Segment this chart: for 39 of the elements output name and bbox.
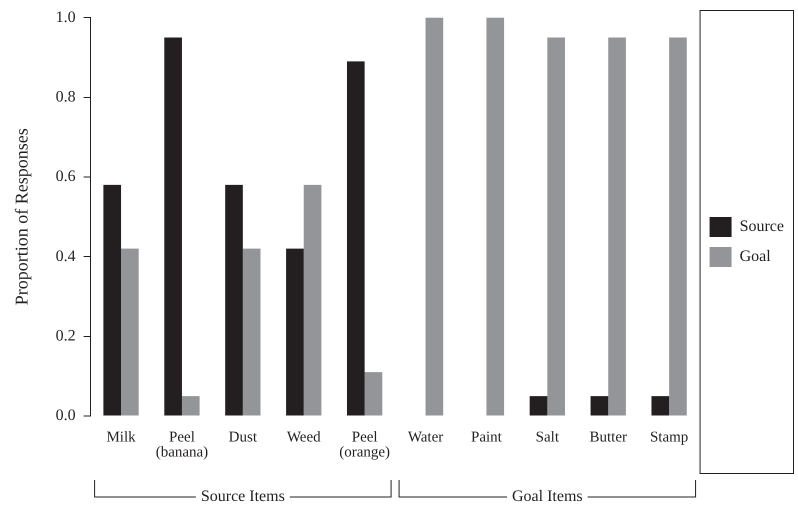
- legend-label: Goal: [740, 248, 772, 266]
- bar: [364, 372, 382, 416]
- x-tick-label: Peel (banana): [156, 429, 208, 460]
- x-tick-label: Butter: [589, 429, 627, 446]
- y-tick-label: 0.0: [56, 407, 76, 424]
- y-tick-label: 0.6: [56, 168, 76, 186]
- x-tick-label: Milk: [106, 429, 136, 446]
- y-axis-title: Proportion of Responses: [12, 128, 32, 306]
- y-tick-label: 0.4: [56, 248, 76, 265]
- source-note: Source Items: [200, 488, 285, 506]
- bar: [486, 18, 504, 416]
- bar: [346, 61, 365, 416]
- y-tick-label: 0.8: [56, 88, 76, 106]
- bar: [651, 396, 670, 416]
- bar: [182, 396, 200, 416]
- x-tick-label: Water: [408, 429, 444, 446]
- y-tick-label: 1.0: [56, 8, 76, 26]
- x-tick-label: Dust: [228, 429, 258, 446]
- bar: [669, 38, 687, 416]
- y-tick-label: 0.2: [56, 328, 76, 345]
- x-tick-label: Salt: [536, 429, 560, 446]
- text: Goal Items: [512, 488, 583, 506]
- x-tick-label: Paint: [471, 429, 503, 446]
- x-tick-label: Peel (orange): [339, 429, 390, 460]
- bar: [164, 38, 182, 416]
- legend-label: Source: [740, 218, 784, 236]
- bar: [547, 38, 565, 416]
- x-tick-label: Stamp: [650, 429, 688, 446]
- x-tick-label: Weed: [286, 429, 322, 446]
- bar: [103, 184, 122, 416]
- bar: [286, 248, 304, 416]
- bar: [530, 396, 548, 416]
- bar: [121, 248, 139, 416]
- bar: [242, 248, 261, 416]
- bar: [590, 396, 608, 416]
- bar: [608, 38, 626, 416]
- bar: [426, 18, 444, 416]
- bar: [225, 184, 243, 416]
- bar: [304, 184, 322, 416]
